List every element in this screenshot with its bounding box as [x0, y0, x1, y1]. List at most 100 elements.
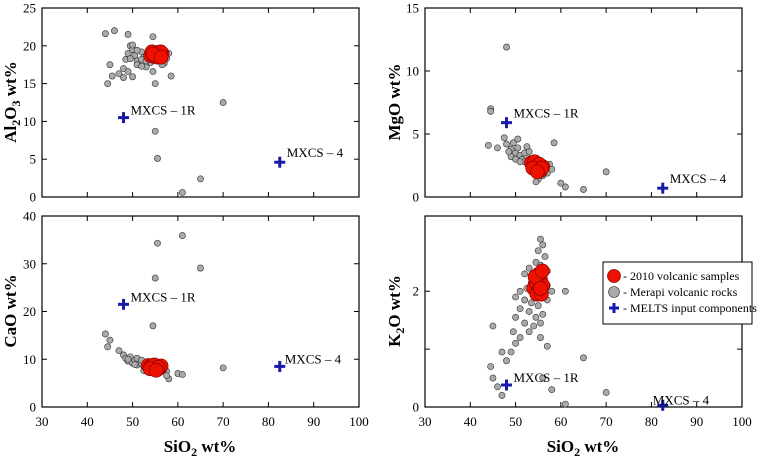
merapi-point — [541, 253, 549, 260]
x-axis-title: SiO2 wt% — [164, 437, 237, 459]
merapi-point — [500, 134, 508, 142]
data-marks — [102, 27, 286, 196]
x-tick-label: 40 — [81, 414, 94, 429]
merapi-point — [151, 127, 159, 135]
merapi-point — [133, 46, 141, 54]
annotation-label: MXCS – 4 — [670, 171, 727, 186]
x-tick-label: 70 — [600, 414, 613, 429]
merapi-point — [557, 179, 565, 187]
merapi-point — [512, 293, 519, 301]
merapi-point — [106, 61, 114, 69]
melts-point — [501, 117, 513, 129]
merapi-point — [197, 264, 204, 272]
merapi-point — [530, 322, 538, 330]
data-marks — [484, 43, 669, 194]
merapi-point — [534, 247, 542, 255]
annotation-label: MXCS – 4 — [653, 392, 710, 407]
merapi-point — [509, 328, 517, 336]
merapi-point — [509, 139, 517, 147]
merapi-point — [521, 296, 529, 304]
volcanic-2010-point — [148, 362, 164, 378]
y-tick-label: 0 — [30, 400, 37, 415]
x-tick-label: 60 — [171, 414, 184, 429]
volcanic-2010-point — [533, 280, 548, 296]
x-tick-label: 30 — [36, 414, 49, 429]
merapi-point — [124, 355, 132, 363]
annotation-label: MXCS – 4 — [287, 145, 344, 160]
merapi-point — [561, 183, 569, 191]
y-axis-title: CaO wt% — [1, 274, 20, 347]
merapi-point — [149, 33, 157, 41]
merapi-point — [106, 336, 114, 344]
merapi-point — [602, 168, 610, 176]
y-axis-title: K2O wt% — [385, 275, 407, 347]
x-tick-label: 60 — [554, 414, 567, 429]
y-tick-label: 10 — [23, 114, 36, 129]
annotation-label: MXCS – 4 — [285, 351, 342, 366]
merapi-point — [163, 372, 170, 379]
y-tick-label: 20 — [23, 38, 36, 53]
melts-point — [657, 182, 669, 194]
axis-ticks: 30 40 50 60 70 80 90 100 0 2 — [413, 216, 752, 429]
y-tick-label: 0 — [413, 190, 420, 205]
x-tick-label: 80 — [645, 414, 658, 429]
merapi-point — [104, 80, 112, 87]
merapi-point — [516, 305, 524, 313]
y-tick-label: 5 — [413, 127, 420, 142]
merapi-point — [537, 319, 544, 327]
merapi-point — [102, 30, 109, 38]
y-tick-label: 15 — [23, 76, 36, 91]
merapi-point — [154, 155, 161, 162]
merapi-point — [561, 400, 569, 408]
merapi-point — [487, 363, 495, 370]
data-marks — [102, 232, 286, 383]
x-tick-label: 70 — [217, 414, 230, 429]
y-axis-title: Al2O3 wt% — [1, 61, 23, 142]
y-tick-label: 2 — [413, 284, 420, 299]
legend-label: - MELTS input components — [623, 301, 757, 315]
x-tick-label: 50 — [509, 414, 522, 429]
merapi-point — [111, 27, 118, 35]
merapi-point — [528, 299, 535, 307]
merapi-point — [537, 235, 544, 243]
merapi-point — [505, 148, 513, 156]
x-tick-label: 40 — [464, 414, 477, 429]
melts-point — [501, 379, 513, 391]
merapi-point — [219, 364, 227, 372]
merapi-point — [525, 328, 533, 336]
data-marks — [487, 235, 669, 411]
annotations: MXCS – 1R MXCS – 4 — [131, 289, 342, 366]
merapi-point — [498, 392, 506, 399]
annotation-label: MXCS – 1R — [514, 106, 579, 121]
merapi-point — [129, 73, 136, 81]
x-tick-label: 100 — [732, 414, 752, 429]
merapi-point — [494, 383, 501, 391]
melts-point — [274, 360, 286, 372]
merapi-point — [104, 343, 112, 351]
merapi-point — [514, 135, 522, 143]
melts-point — [274, 156, 286, 168]
merapi-point — [507, 348, 515, 356]
plot-frame — [424, 7, 743, 198]
merapi-point — [580, 186, 587, 193]
merapi-point — [534, 302, 542, 310]
merapi-point — [489, 322, 497, 330]
volcanic-2010-point — [153, 49, 169, 65]
merapi-point — [138, 62, 146, 70]
melts-point — [118, 112, 130, 124]
y-tick-label: 0 — [30, 190, 37, 205]
merapi-point — [129, 41, 136, 49]
merapi-point — [178, 189, 186, 196]
merapi-point — [543, 342, 551, 350]
merapi-point — [115, 347, 123, 355]
merapi-point — [197, 175, 204, 183]
merapi-point — [219, 99, 227, 106]
legend-label: - 2010 volcanic samples — [623, 269, 740, 283]
merapi-point — [178, 371, 186, 378]
merapi-point — [525, 264, 533, 272]
axis-ticks: 30 40 50 60 70 80 90 100 0 10 20 30 40 — [23, 209, 369, 430]
merapi-point — [548, 386, 556, 394]
merapi-point — [503, 357, 510, 365]
legend-items: - 2010 volcanic samples - Merapi volcanic… — [607, 269, 757, 315]
